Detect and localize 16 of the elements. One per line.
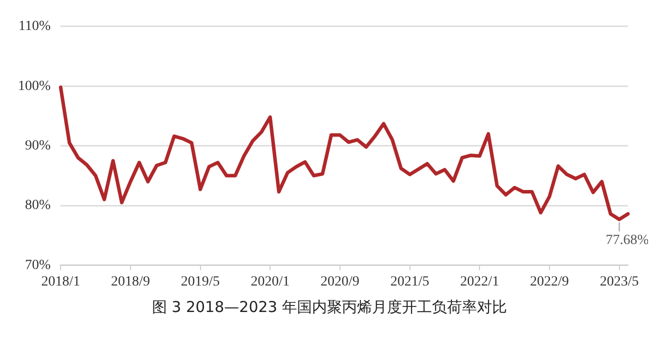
x-tick-label: 2020/1 (250, 274, 290, 290)
y-tick-label: 70% (24, 258, 51, 273)
y-tick-label: 90% (24, 138, 51, 154)
x-tick-label: 2023/5 (600, 274, 639, 290)
x-tick-label: 2022/9 (530, 274, 569, 290)
x-tick-label: 2021/5 (390, 274, 430, 290)
annotation: 77.68% (606, 233, 650, 248)
x-tick-label: 2018/9 (111, 274, 150, 290)
x-tick-label: 2018/1 (41, 274, 80, 290)
x-tick-label: 2020/9 (320, 274, 360, 290)
x-tick-label: 2019/5 (180, 274, 220, 290)
y-tick-label: 80% (24, 198, 51, 214)
y-tick-label: 110% (18, 19, 51, 34)
y-tick-label: 100% (18, 78, 51, 94)
text: 图 3 2018—2023 年国内聚丙烯月度开工负荷率对比 (150, 298, 508, 317)
x-tick-label: 2022/1 (460, 274, 500, 290)
